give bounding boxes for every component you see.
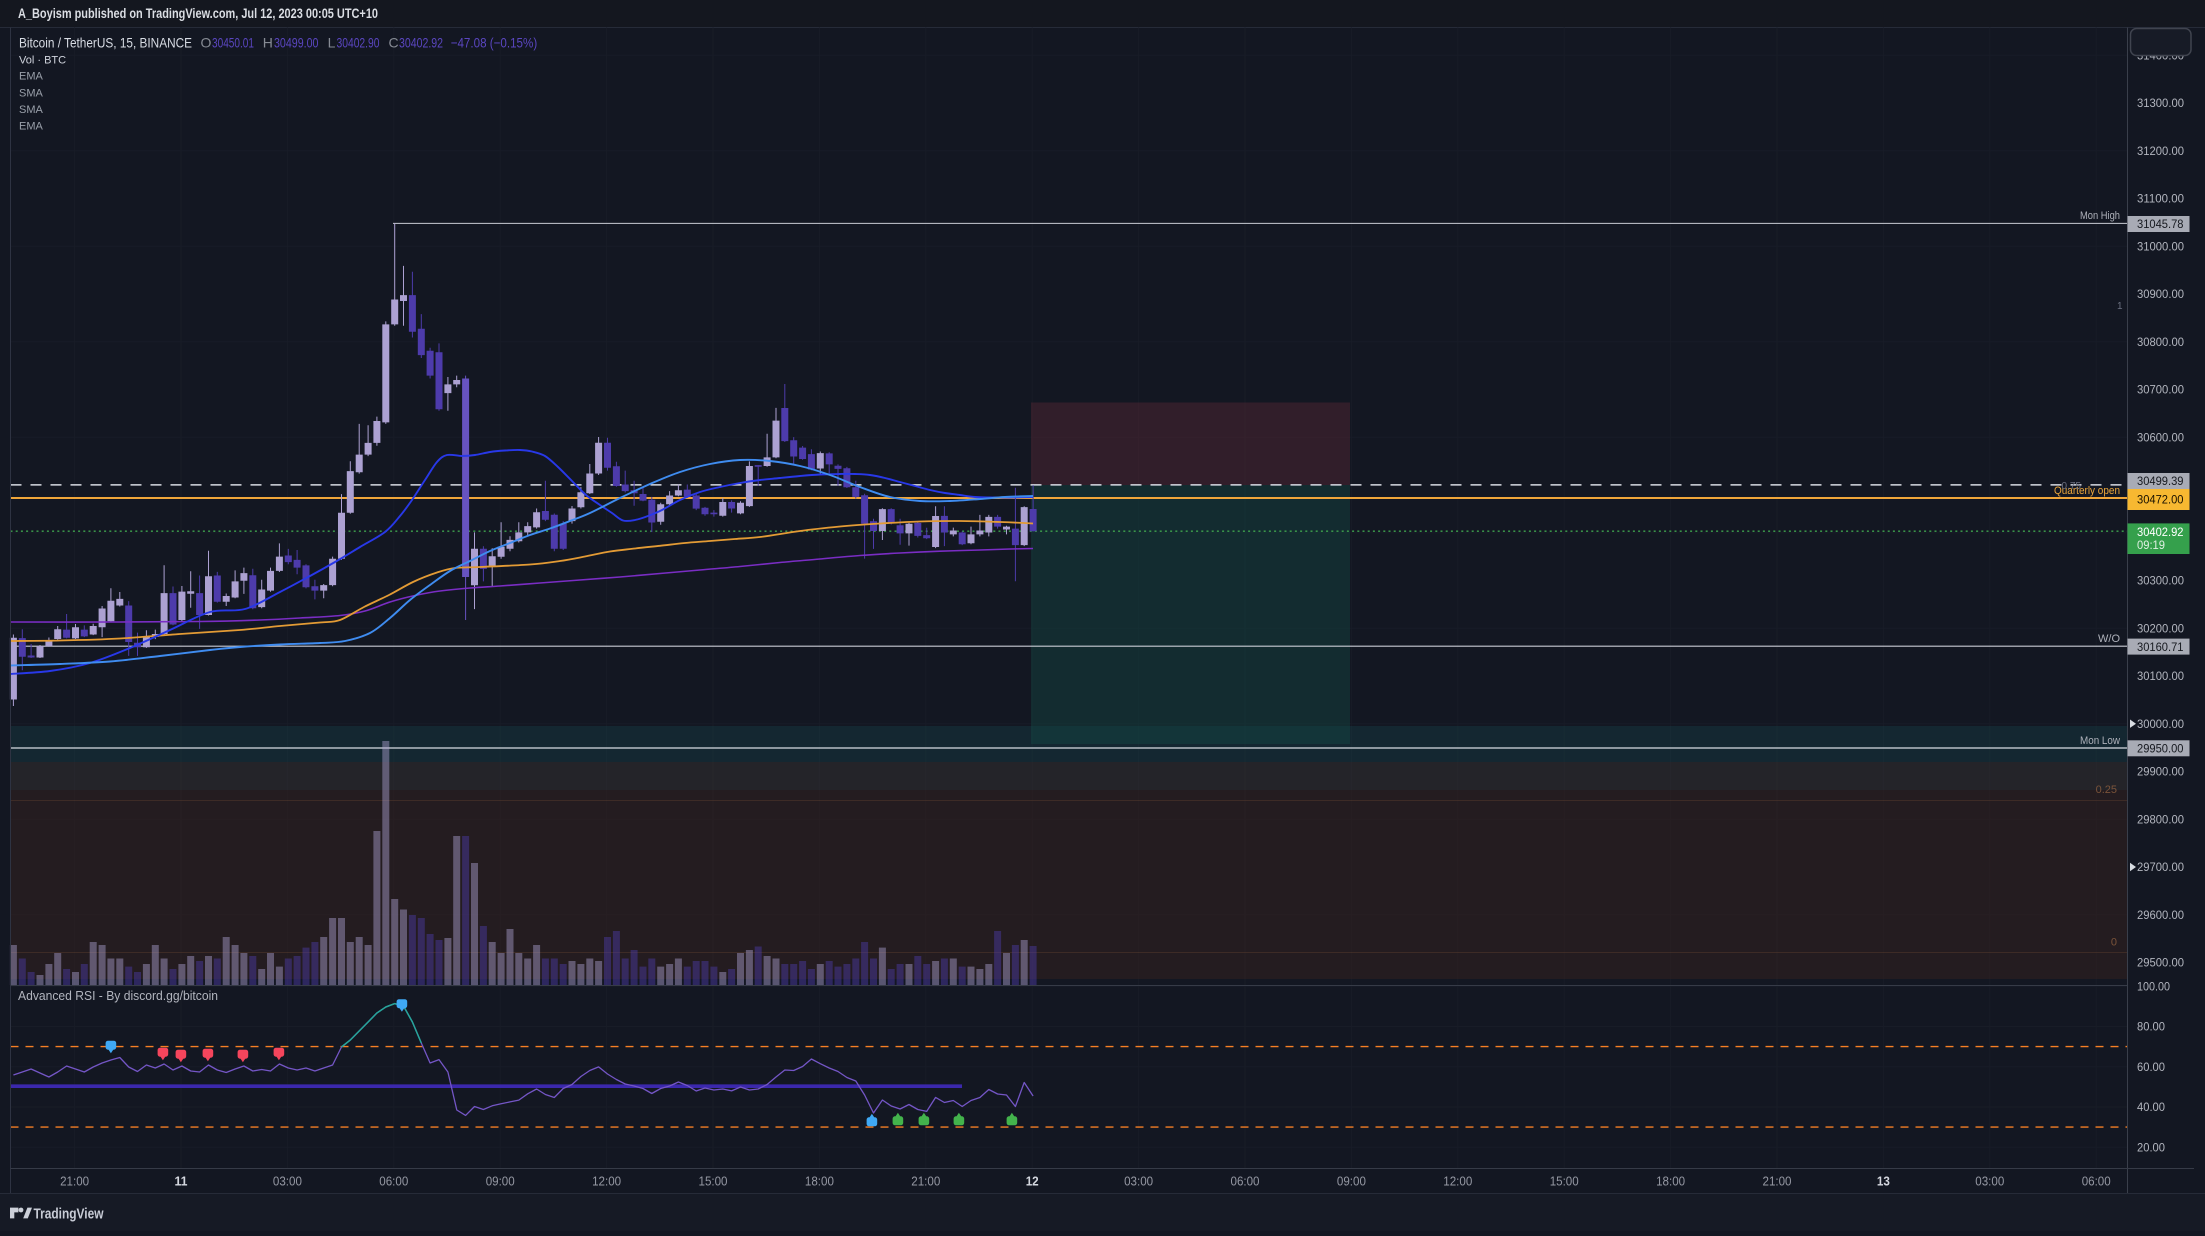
svg-text:31000.00: 31000.00 xyxy=(2137,239,2184,253)
svg-text:30300.00: 30300.00 xyxy=(2137,574,2184,588)
svg-text:12:00: 12:00 xyxy=(1443,1175,1472,1189)
svg-text:30499.39: 30499.39 xyxy=(2137,474,2184,488)
svg-text:100.00: 100.00 xyxy=(2137,979,2170,993)
svg-text:12:00: 12:00 xyxy=(592,1175,621,1189)
svg-text:29700.00: 29700.00 xyxy=(2137,860,2184,874)
svg-text:12: 12 xyxy=(1026,1175,1039,1189)
svg-text:18:00: 18:00 xyxy=(805,1175,834,1189)
svg-text:30160.71: 30160.71 xyxy=(2137,640,2184,654)
svg-text:0: 0 xyxy=(2111,937,2117,949)
svg-text:09:00: 09:00 xyxy=(486,1175,515,1189)
svg-text:Advanced RSI - By discord.gg/b: Advanced RSI - By discord.gg/bitcoin xyxy=(18,989,218,1003)
svg-text:TradingView: TradingView xyxy=(34,1206,105,1222)
svg-text:O: O xyxy=(201,35,212,51)
svg-text:18:00: 18:00 xyxy=(1656,1175,1685,1189)
svg-text:31200.00: 31200.00 xyxy=(2137,144,2184,158)
svg-text:30402.90: 30402.90 xyxy=(337,35,380,51)
svg-text:30800.00: 30800.00 xyxy=(2137,335,2184,349)
svg-text:Vol · BTC: Vol · BTC xyxy=(19,54,66,66)
svg-text:40.00: 40.00 xyxy=(2137,1100,2165,1114)
svg-text:31300.00: 31300.00 xyxy=(2137,96,2184,110)
svg-text:15:00: 15:00 xyxy=(699,1175,728,1189)
svg-text:29900.00: 29900.00 xyxy=(2137,765,2184,779)
svg-text:30000.00: 30000.00 xyxy=(2137,717,2184,731)
svg-text:EMA: EMA xyxy=(19,71,44,83)
svg-text:W/O: W/O xyxy=(2098,633,2120,645)
svg-text:30200.00: 30200.00 xyxy=(2137,622,2184,636)
svg-text:09:19: 09:19 xyxy=(2137,538,2165,552)
svg-text:11: 11 xyxy=(175,1175,188,1189)
svg-text:SMA: SMA xyxy=(19,88,44,100)
svg-text:C: C xyxy=(389,35,399,51)
svg-text:06:00: 06:00 xyxy=(2082,1175,2111,1189)
svg-text:Mon Low: Mon Low xyxy=(2080,735,2120,747)
svg-text:Bitcoin / TetherUS, 15, BINANC: Bitcoin / TetherUS, 15, BINANCE xyxy=(19,35,192,51)
svg-text:29800.00: 29800.00 xyxy=(2137,813,2184,827)
svg-text:60.00: 60.00 xyxy=(2137,1060,2165,1074)
svg-text:13: 13 xyxy=(1877,1175,1890,1189)
svg-text:Quarterly open: Quarterly open xyxy=(2054,485,2120,497)
svg-text:30450.01: 30450.01 xyxy=(212,35,254,51)
svg-text:21:00: 21:00 xyxy=(1763,1175,1792,1189)
svg-text:30499.00: 30499.00 xyxy=(274,35,319,51)
svg-text:0.25: 0.25 xyxy=(2096,784,2117,796)
svg-text:30600.00: 30600.00 xyxy=(2137,430,2184,444)
svg-text:H: H xyxy=(263,35,273,51)
svg-text:Mon High: Mon High xyxy=(2080,210,2120,222)
svg-text:15:00: 15:00 xyxy=(1550,1175,1579,1189)
svg-text:0.75: 0.75 xyxy=(2062,481,2082,492)
svg-text:EMA: EMA xyxy=(19,121,44,133)
svg-text:29500.00: 29500.00 xyxy=(2137,956,2184,970)
svg-text:SMA: SMA xyxy=(19,104,44,116)
svg-text:29950.00: 29950.00 xyxy=(2137,742,2184,756)
svg-text:31100.00: 31100.00 xyxy=(2137,192,2184,206)
svg-text:21:00: 21:00 xyxy=(911,1175,940,1189)
svg-text:03:00: 03:00 xyxy=(273,1175,302,1189)
svg-text:L: L xyxy=(328,35,336,51)
svg-text:30402.92: 30402.92 xyxy=(399,35,443,51)
svg-text:21:00: 21:00 xyxy=(60,1175,89,1189)
svg-text:06:00: 06:00 xyxy=(1231,1175,1260,1189)
svg-text:03:00: 03:00 xyxy=(1975,1175,2004,1189)
svg-text:30700.00: 30700.00 xyxy=(2137,383,2184,397)
svg-text:80.00: 80.00 xyxy=(2137,1020,2165,1034)
svg-text:A_Boyism published on TradingV: A_Boyism published on TradingView.com, J… xyxy=(18,6,378,21)
svg-text:03:00: 03:00 xyxy=(1124,1175,1153,1189)
svg-text:1: 1 xyxy=(2117,301,2123,312)
svg-text:30900.00: 30900.00 xyxy=(2137,287,2184,301)
svg-text:29600.00: 29600.00 xyxy=(2137,908,2184,922)
svg-text:30402.92: 30402.92 xyxy=(2137,525,2184,539)
svg-text:30100.00: 30100.00 xyxy=(2137,669,2184,683)
svg-text:09:00: 09:00 xyxy=(1337,1175,1366,1189)
svg-text:20.00: 20.00 xyxy=(2137,1140,2165,1154)
svg-text:−47.08 (−0.15%): −47.08 (−0.15%) xyxy=(451,35,538,51)
svg-text:06:00: 06:00 xyxy=(379,1175,408,1189)
svg-text:31045.78: 31045.78 xyxy=(2137,217,2184,231)
svg-text:30472.00: 30472.00 xyxy=(2137,493,2184,507)
